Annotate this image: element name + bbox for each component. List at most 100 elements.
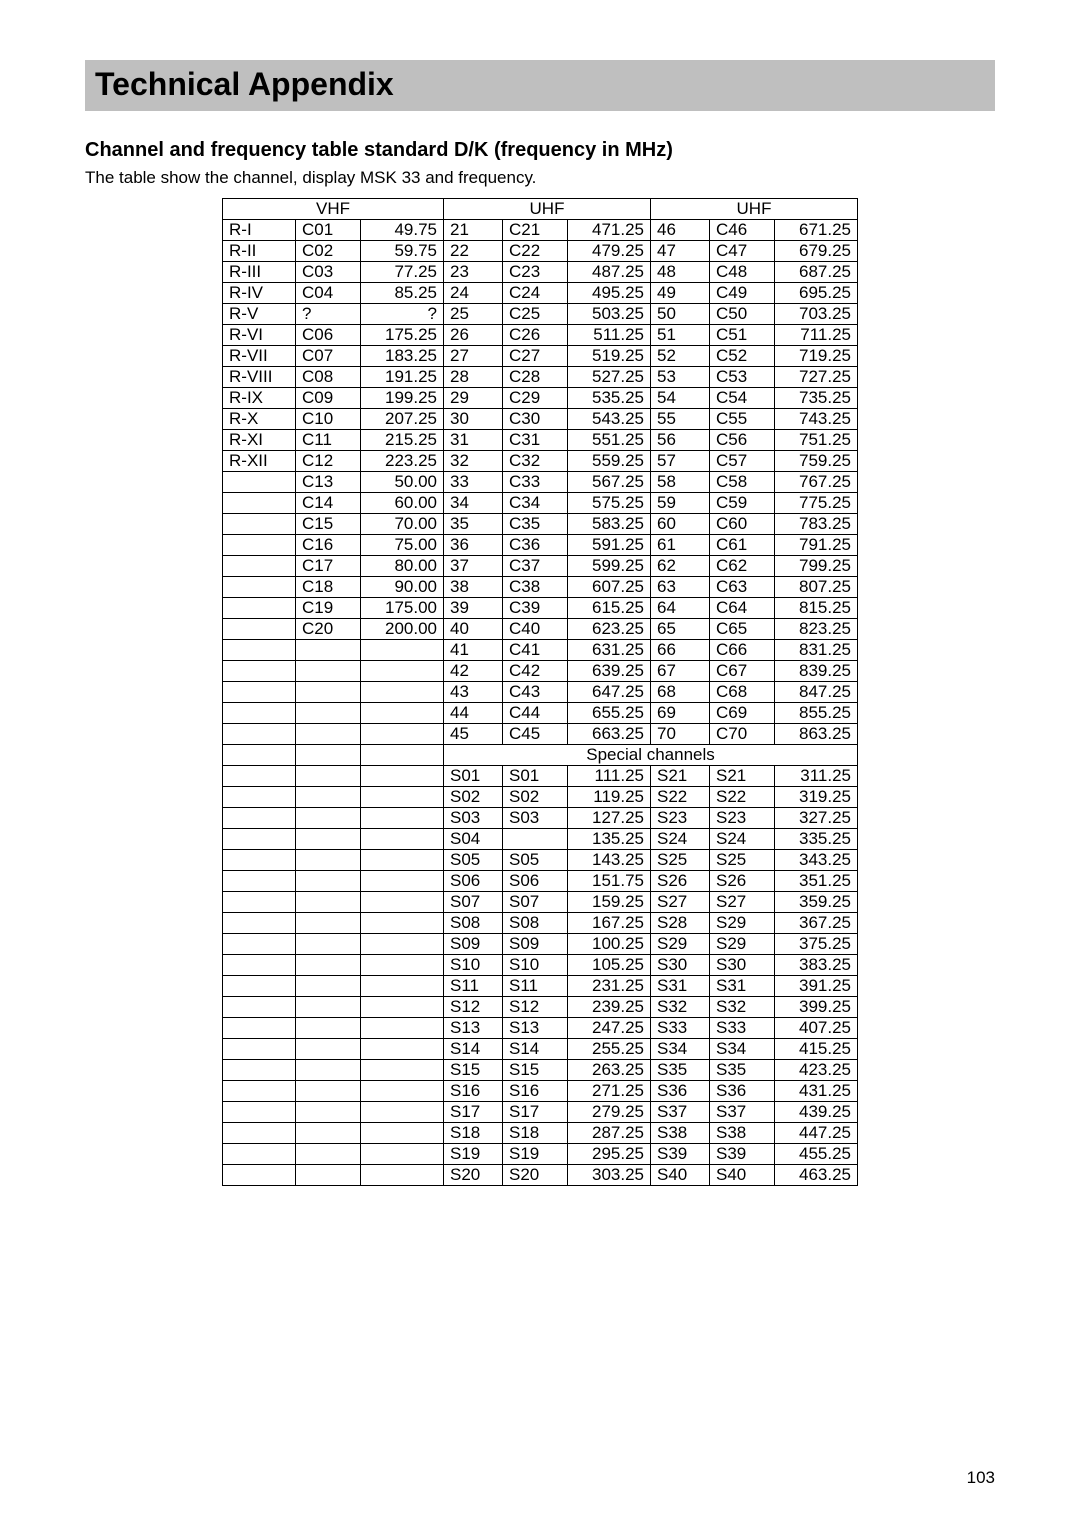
table-row: S06S06151.75S26S26351.25	[223, 871, 858, 892]
cell: C69	[710, 703, 775, 724]
cell: C06	[296, 325, 361, 346]
cell: 90.00	[361, 577, 444, 598]
cell	[223, 1018, 296, 1039]
cell: 375.25	[775, 934, 858, 955]
cell	[223, 1165, 296, 1186]
cell: 663.25	[568, 724, 651, 745]
cell: S37	[710, 1102, 775, 1123]
cell: 759.25	[775, 451, 858, 472]
cell: 70	[651, 724, 710, 745]
special-header-row: Special channels	[223, 745, 858, 766]
cell: 295.25	[568, 1144, 651, 1165]
cell: 503.25	[568, 304, 651, 325]
cell: 247.25	[568, 1018, 651, 1039]
cell: C36	[503, 535, 568, 556]
cell: C48	[710, 262, 775, 283]
cell	[361, 913, 444, 934]
cell: C27	[503, 346, 568, 367]
cell	[296, 850, 361, 871]
cell: 575.25	[568, 493, 651, 514]
cell	[361, 724, 444, 745]
cell	[361, 997, 444, 1018]
cell	[361, 1165, 444, 1186]
table-row: S19S19295.25S39S39455.25	[223, 1144, 858, 1165]
cell: S22	[710, 787, 775, 808]
cell: R-IX	[223, 388, 296, 409]
cell: 59.75	[361, 241, 444, 262]
cell: S26	[651, 871, 710, 892]
cell: 119.25	[568, 787, 651, 808]
cell: 831.25	[775, 640, 858, 661]
table-row: S11S11231.25S31S31391.25	[223, 976, 858, 997]
cell: C56	[710, 430, 775, 451]
cell: 80.00	[361, 556, 444, 577]
cell: 75.00	[361, 535, 444, 556]
cell: C53	[710, 367, 775, 388]
cell: S34	[710, 1039, 775, 1060]
cell: 66	[651, 640, 710, 661]
cell: 551.25	[568, 430, 651, 451]
cell: C62	[710, 556, 775, 577]
table-row: R-XIC11215.2531C31551.2556C56751.25	[223, 430, 858, 451]
table-row: R-XC10207.2530C30543.2555C55743.25	[223, 409, 858, 430]
cell	[223, 808, 296, 829]
cell	[296, 955, 361, 976]
cell	[361, 934, 444, 955]
cell: 527.25	[568, 367, 651, 388]
cell: 59	[651, 493, 710, 514]
frequency-table-wrap: VHFUHFUHFR-IC0149.7521C21471.2546C46671.…	[85, 198, 995, 1186]
cell: C16	[296, 535, 361, 556]
table-row: C1460.0034C34575.2559C59775.25	[223, 493, 858, 514]
table-row: C1890.0038C38607.2563C63807.25	[223, 577, 858, 598]
cell	[223, 1144, 296, 1165]
cell: 40	[444, 619, 503, 640]
cell	[223, 514, 296, 535]
cell	[223, 913, 296, 934]
cell: 100.25	[568, 934, 651, 955]
cell: 631.25	[568, 640, 651, 661]
table-row: 41C41631.2566C66831.25	[223, 640, 858, 661]
cell: C44	[503, 703, 568, 724]
table-row: S10S10105.25S30S30383.25	[223, 955, 858, 976]
table-row: S03S03127.25S23S23327.25	[223, 808, 858, 829]
cell: 105.25	[568, 955, 651, 976]
cell: 47	[651, 241, 710, 262]
cell: S19	[503, 1144, 568, 1165]
cell: 191.25	[361, 367, 444, 388]
table-row: S12S12239.25S32S32399.25	[223, 997, 858, 1018]
table-row: S04135.25S24S24335.25	[223, 829, 858, 850]
cell: 535.25	[568, 388, 651, 409]
cell	[361, 1144, 444, 1165]
cell: ?	[296, 304, 361, 325]
cell	[361, 1102, 444, 1123]
cell: 33	[444, 472, 503, 493]
cell	[223, 934, 296, 955]
cell: S01	[444, 766, 503, 787]
cell: 479.25	[568, 241, 651, 262]
cell	[296, 934, 361, 955]
table-row: C1780.0037C37599.2562C62799.25	[223, 556, 858, 577]
cell: 383.25	[775, 955, 858, 976]
cell: 303.25	[568, 1165, 651, 1186]
cell: 655.25	[568, 703, 651, 724]
cell: C04	[296, 283, 361, 304]
cell	[296, 829, 361, 850]
cell: S20	[444, 1165, 503, 1186]
cell: S06	[444, 871, 503, 892]
cell	[361, 808, 444, 829]
table-row: R-IC0149.7521C21471.2546C46671.25	[223, 220, 858, 241]
cell	[223, 787, 296, 808]
cell: S09	[444, 934, 503, 955]
cell: S37	[651, 1102, 710, 1123]
table-row: S09S09100.25S29S29375.25	[223, 934, 858, 955]
cell: C24	[503, 283, 568, 304]
cell	[361, 892, 444, 913]
cell: C55	[710, 409, 775, 430]
cell: C67	[710, 661, 775, 682]
cell: 49.75	[361, 220, 444, 241]
table-row: S17S17279.25S37S37439.25	[223, 1102, 858, 1123]
cell: 175.25	[361, 325, 444, 346]
cell	[361, 661, 444, 682]
cell: C66	[710, 640, 775, 661]
cell: C21	[503, 220, 568, 241]
